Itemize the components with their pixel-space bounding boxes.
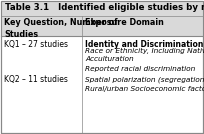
Text: Race or Ethnicity, Including Nativity, a
Acculturation: Race or Ethnicity, Including Nativity, a…: [85, 48, 204, 62]
FancyBboxPatch shape: [1, 1, 203, 16]
Text: Exposure Domain: Exposure Domain: [85, 18, 164, 27]
FancyBboxPatch shape: [1, 1, 203, 133]
Text: Identity and Discrimination: Identity and Discrimination: [85, 40, 203, 49]
Text: KQ1 – 27 studies

KQ2 – 11 studies: KQ1 – 27 studies KQ2 – 11 studies: [4, 40, 68, 84]
FancyBboxPatch shape: [1, 16, 203, 36]
Text: Key Question, Number of
Studies: Key Question, Number of Studies: [4, 18, 118, 39]
Text: Table 3.1   Identified eligible studies by major exposure dom: Table 3.1 Identified eligible studies by…: [5, 3, 204, 12]
Text: Spatial polarization (segregation): Spatial polarization (segregation): [85, 76, 204, 83]
Text: Reported racial discrimination: Reported racial discrimination: [85, 66, 195, 72]
Text: Rural/urban Socioeconomic factors: Rural/urban Socioeconomic factors: [85, 86, 204, 92]
